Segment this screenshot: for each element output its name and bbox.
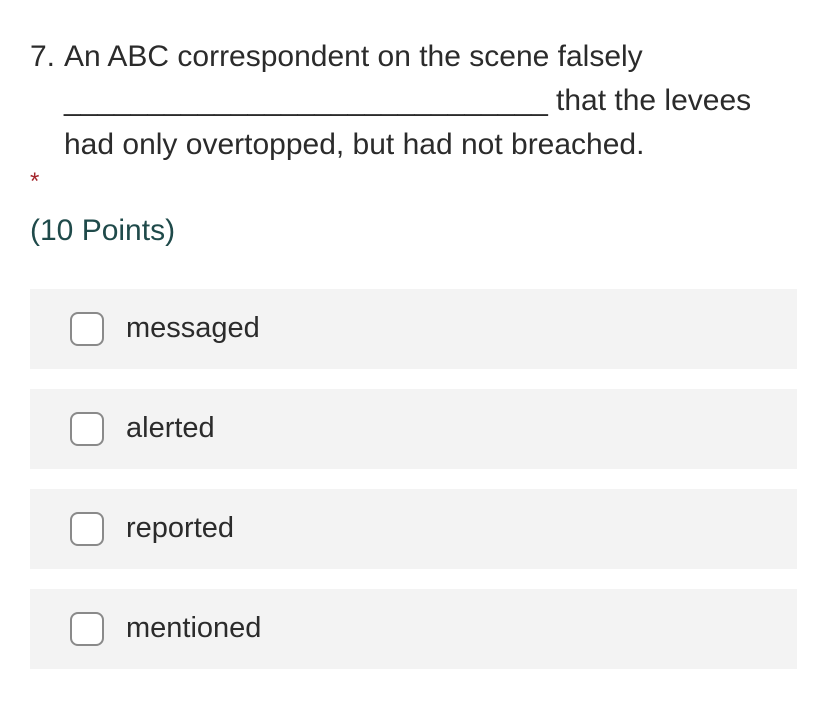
option-label: alerted: [126, 412, 215, 444]
question-text-line-3: had only overtopped, but had not breache…: [64, 128, 645, 161]
option-messaged[interactable]: messaged: [30, 289, 797, 369]
checkbox-icon[interactable]: [70, 312, 104, 346]
option-reported[interactable]: reported: [30, 489, 797, 569]
option-label: reported: [126, 512, 235, 544]
checkbox-icon[interactable]: [70, 612, 104, 646]
checkbox-icon[interactable]: [70, 412, 104, 446]
option-alerted[interactable]: alerted: [30, 389, 797, 469]
question-text-line-1: An ABC correspondent on the scene falsel…: [64, 40, 643, 73]
question-number: 7.: [30, 40, 56, 73]
required-marker: *: [30, 168, 40, 195]
points-label: (10 Points): [30, 214, 176, 247]
option-mentioned[interactable]: mentioned: [30, 589, 797, 669]
option-label: mentioned: [126, 612, 262, 644]
checkbox-icon[interactable]: [70, 512, 104, 546]
question-blank: _____________________________: [64, 84, 548, 117]
option-label: messaged: [126, 312, 260, 344]
question-text-line-2: that the levees: [556, 84, 752, 117]
